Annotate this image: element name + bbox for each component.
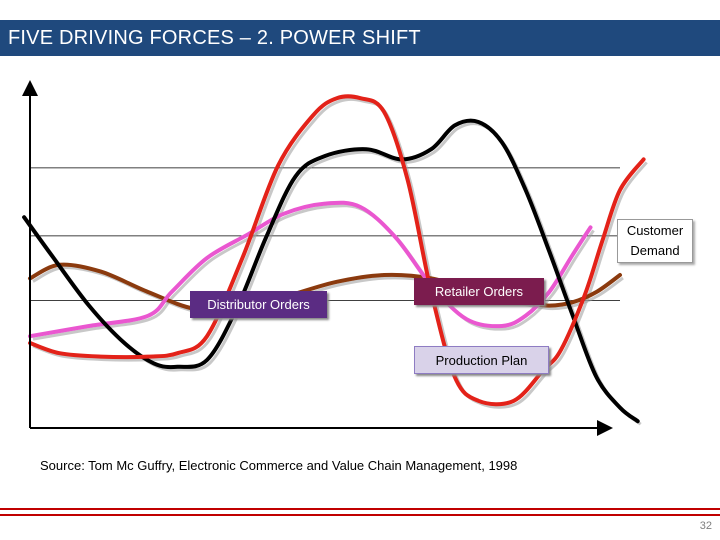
label-retailer-orders: Retailer Orders	[414, 278, 544, 305]
series-shadow-distributor-orders	[25, 122, 642, 426]
series-line-distributor-orders	[22, 118, 640, 424]
label-production-plan-text: Production Plan	[435, 352, 528, 368]
label-production-plan: Production Plan	[414, 346, 549, 374]
series-line-retailer-orders	[28, 200, 593, 339]
label-distributor-orders-text: Distributor Orders	[207, 297, 310, 312]
series-line-customer-demand	[28, 262, 622, 313]
label-customer-demand: Customer Demand	[617, 219, 693, 263]
series-shadow-retailer-orders	[32, 204, 595, 341]
page-number: 32	[699, 520, 712, 532]
series-line-production-plan	[28, 94, 646, 407]
footer-rule-bottom	[0, 514, 720, 516]
footer-rule-top	[0, 508, 720, 510]
slide-title-bar: FIVE DRIVING FORCES – 2. POWER SHIFT	[0, 20, 720, 56]
slide-title: FIVE DRIVING FORCES – 2. POWER SHIFT	[8, 26, 421, 49]
label-customer-demand-text: Customer Demand	[626, 223, 684, 258]
power-shift-chart	[22, 80, 648, 436]
label-retailer-orders-text: Retailer Orders	[434, 284, 524, 299]
source-citation: Source: Tom Mc Guffry, Electronic Commer…	[40, 458, 518, 473]
label-distributor-orders: Distributor Orders	[190, 291, 327, 318]
